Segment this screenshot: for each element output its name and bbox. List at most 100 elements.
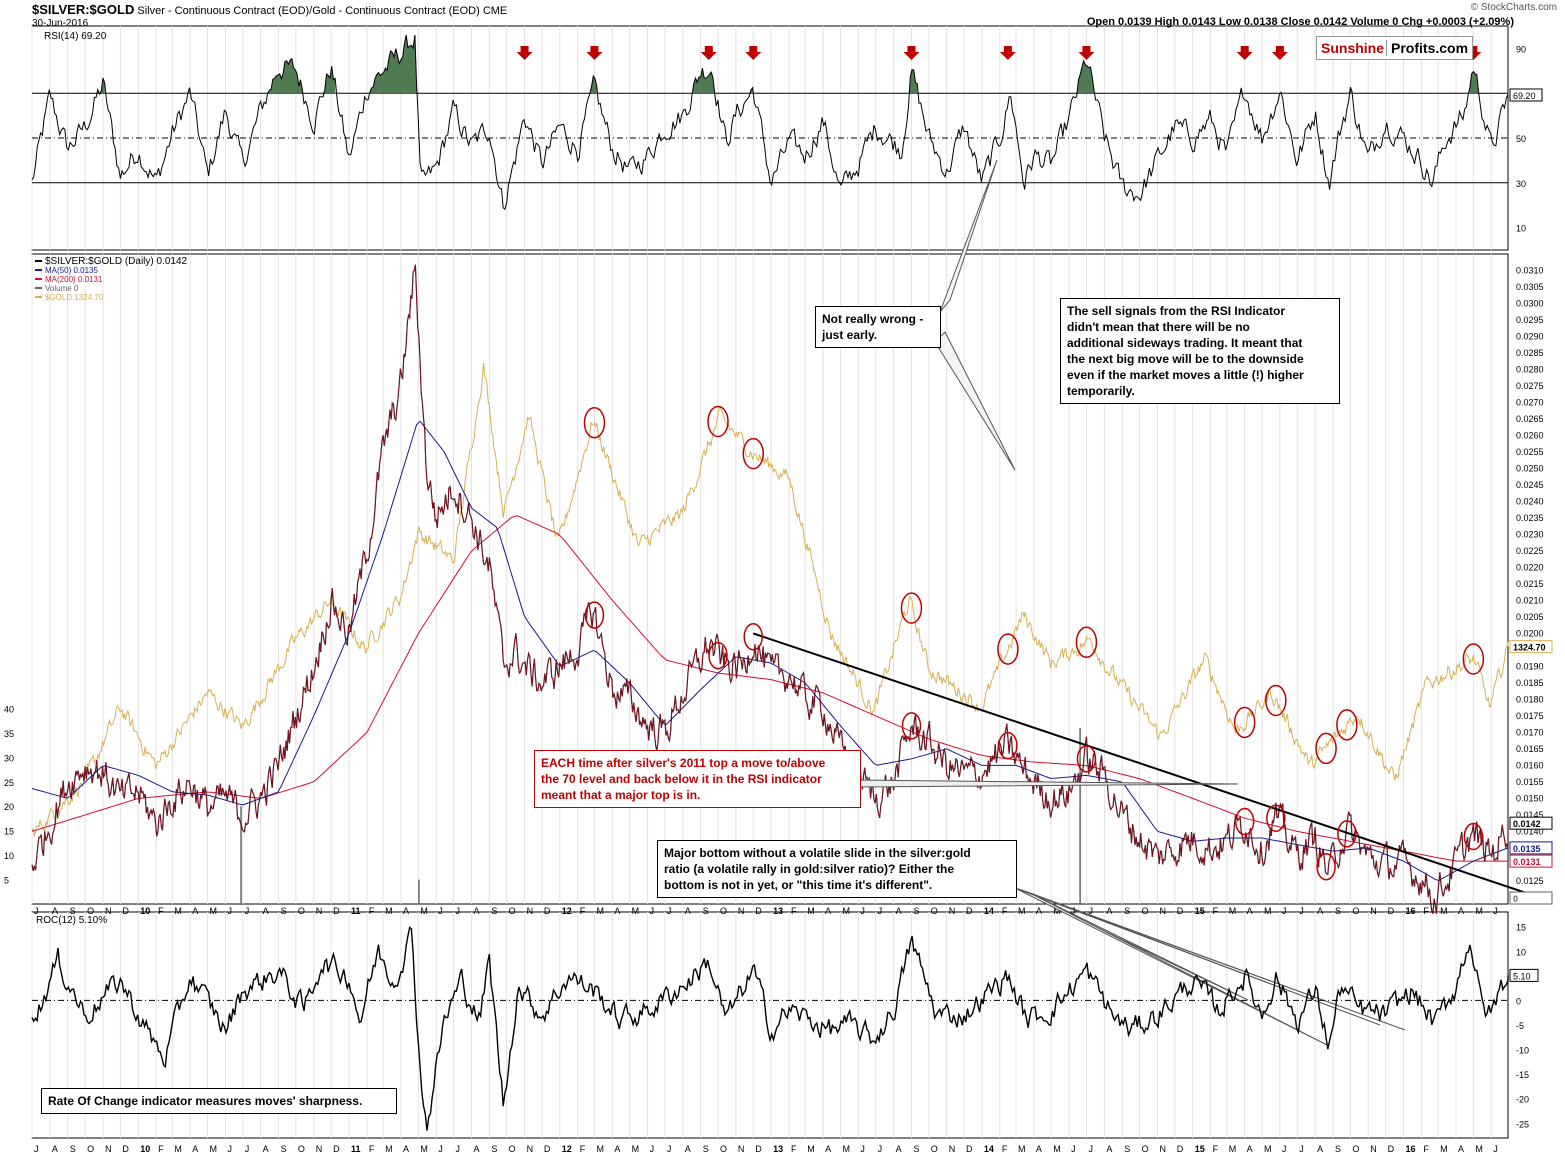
x-tick-label-price: N [738,906,745,916]
x-tick-label-roc: J [650,1144,655,1154]
x-tick-label-price: M [632,906,640,916]
sell-signal-arrow [1271,46,1288,60]
price-tick-label: 0.0285 [1516,348,1544,358]
x-tick-label-roc: A [192,1144,198,1154]
roc-tick-label: -20 [1516,1095,1529,1105]
ratio-top-circle [708,641,728,670]
price-tick-label: 0.0200 [1516,628,1544,638]
price-tick-label: 0.0300 [1516,298,1544,308]
ratio-top-circle [1266,804,1286,832]
gold-top-circle [1265,684,1287,717]
x-tick-label-price: A [473,906,479,916]
x-tick-label-roc: S [703,1144,709,1154]
x-tick-label-price: M [1440,906,1448,916]
x-tick-label-roc: D [1177,1144,1184,1154]
x-tick-label-price: O [931,906,938,916]
x-tick-label-price: O [298,906,305,916]
price-value-tag-label: 0.0131 [1513,857,1541,867]
ma50-line [31,420,1509,882]
x-tick-label-roc: F [1002,1144,1008,1154]
rsi-tick-label: 10 [1516,224,1526,234]
price-value-tag [1509,891,1553,905]
price-legend-entry: MA(200) 0.0131 [45,275,103,284]
x-tick-label-roc: D [1388,1144,1395,1154]
x-tick-label-roc: 10 [140,1144,150,1154]
x-tick-label-price: D [333,906,340,916]
price-tick-label: 0.0235 [1516,513,1544,523]
roc-tick-label: -10 [1516,1046,1529,1056]
x-tick-label-roc: M [1053,1144,1061,1154]
x-tick-label-price: D [966,906,973,916]
x-tick-label-roc: F [791,1144,797,1154]
price-value-tag [1509,841,1553,855]
roc-tick-label: 10 [1516,947,1526,957]
x-tick-label-roc: J [878,1144,883,1154]
price-tick-label: 0.0155 [1516,777,1544,787]
price-tick-label: 0.0220 [1516,562,1544,572]
x-tick-label-price: F [580,906,586,916]
note-roc: Rate Of Change indicator measures moves'… [41,1088,397,1114]
x-tick-label-price: A [1106,906,1112,916]
x-tick-label-roc: N [949,1144,956,1154]
x-tick-label-price: M [596,906,604,916]
x-tick-label-roc: J [1088,1144,1093,1154]
x-tick-label-price: F [1002,906,1008,916]
x-tick-label-roc: J [438,1144,443,1154]
x-tick-label-price: O [87,906,94,916]
rsi-legend: RSI(14) 69.20 [44,31,107,42]
gold-top-circle [1336,709,1358,741]
note-not-really-wrong: Not really wrong - just early. [815,306,941,348]
x-tick-label-roc: S [913,1144,919,1154]
note-major-bottom: Major bottom without a volatile slide in… [657,840,1017,898]
x-tick-label-roc: D [966,1144,973,1154]
price-tick-label: 0.0260 [1516,430,1544,440]
x-tick-label-price: D [1177,906,1184,916]
x-tick-label-roc: O [87,1144,94,1154]
price-tick-label: 0.0265 [1516,414,1544,424]
gold-top-circle [1233,706,1256,739]
roc-tick-label: -25 [1516,1119,1529,1129]
downtrend-line [752,632,1529,895]
x-tick-label-roc: J [667,1144,672,1154]
volume-tick-label: 15 [4,827,14,837]
x-tick-label-roc: D [122,1144,129,1154]
x-tick-label-roc: N [527,1144,534,1154]
logo-part-1: Sunshine [1321,40,1385,56]
x-tick-label-roc: M [1264,1144,1272,1154]
sell-signal-arrow [1236,46,1253,60]
price-value-tag [1509,854,1553,868]
x-tick-label-roc: S [1335,1144,1341,1154]
ohlc-readout: Open 0.0139 High 0.0143 Low 0.0138 Close… [1086,16,1514,28]
x-tick-label-price: J [1088,906,1093,916]
x-tick-label-price: J [245,906,250,916]
sunshine-profits-logo: Sunshine Profits.com [1316,36,1474,60]
x-tick-label-roc: M [632,1144,640,1154]
price-tick-label: 0.0250 [1516,463,1544,473]
price-tick-label: 0.0175 [1516,711,1544,721]
x-tick-label-price: S [1124,906,1130,916]
exchange-label: CME [482,5,508,17]
sell-signal-arrow [903,46,920,60]
x-tick-label-price: J [34,906,39,916]
x-tick-label-price: M [1229,906,1237,916]
x-tick-label-roc: J [1493,1144,1498,1154]
x-tick-label-roc: O [720,1144,727,1154]
x-tick-label-roc: A [1247,1144,1253,1154]
x-tick-label-price: A [1036,906,1042,916]
x-tick-label-roc: A [1036,1144,1042,1154]
x-tick-label-price: S [913,906,919,916]
x-tick-label-roc: O [509,1144,516,1154]
x-tick-label-roc: J [1071,1144,1076,1154]
x-tick-label-price: F [158,906,164,916]
gold-top-circle [583,406,606,439]
x-tick-label-price: J [456,906,461,916]
x-tick-label-roc: A [825,1144,831,1154]
x-tick-label-price: S [491,906,497,916]
x-tick-label-roc: N [738,1144,745,1154]
sell-signal-arrow [516,46,533,60]
x-tick-label-roc: S [491,1144,497,1154]
x-tick-label-price: M [385,906,393,916]
x-tick-label-price: J [1493,906,1498,916]
roc-line [31,926,1509,1131]
